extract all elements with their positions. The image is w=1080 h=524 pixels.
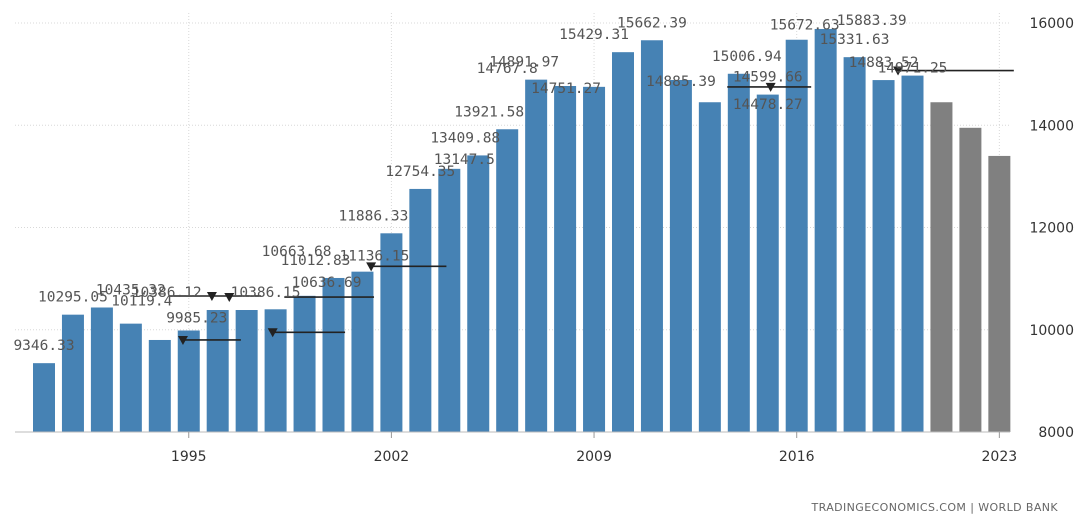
bar-1994 (148, 339, 171, 432)
data-label: 15883.39 (837, 13, 907, 29)
bar-2002 (380, 233, 403, 432)
y-tick-label: 8000 (1038, 425, 1074, 441)
bar-1996 (206, 310, 229, 432)
bar-2008 (554, 85, 577, 433)
forecast-bar-2022 (959, 127, 982, 433)
data-label: 10295.05 (38, 290, 108, 306)
data-label: 14599.66 (733, 70, 803, 86)
reference-arrow-2 (224, 293, 235, 303)
reference-arrow-0 (206, 292, 217, 302)
bar-1998 (264, 309, 287, 432)
reference-arrow-5 (765, 82, 776, 92)
data-label: 14885.39 (646, 74, 716, 90)
data-label: 10663.68 (262, 244, 332, 260)
bar-2010 (612, 52, 634, 433)
bar-series (33, 28, 1011, 433)
bar-1990 (33, 363, 55, 432)
data-label: 13409.88 (430, 130, 500, 146)
data-label: 14891.97 (489, 55, 559, 71)
y-tick-label: 12000 (1029, 221, 1074, 237)
x-axis: 1995 2002 2009 2016 2023 (15, 431, 1018, 465)
reference-arrow-3 (177, 335, 188, 345)
data-label: 14478.27 (733, 97, 803, 113)
bar-2009 (583, 86, 606, 433)
bar-1995 (177, 330, 200, 432)
data-label: 9346.33 (13, 338, 74, 354)
data-label: 14751.27 (531, 81, 601, 97)
data-label: 10119.4 (111, 294, 172, 310)
reference-arrow-1 (267, 328, 278, 338)
data-label: 13147.5 (434, 152, 495, 168)
bar-2017 (814, 28, 837, 432)
data-label: 12754.35 (385, 164, 455, 180)
data-label: 15672.63 (770, 18, 840, 34)
data-label: 10386.12 (132, 285, 202, 301)
data-label: 11012.83 (281, 253, 351, 269)
x-tick-label: 2009 (576, 449, 612, 465)
bar-2012 (669, 79, 692, 432)
y-tick-label: 14000 (1029, 118, 1074, 134)
forecast-bar-2021 (930, 102, 953, 433)
bar-2018 (843, 57, 866, 433)
data-label: 10435.32 (96, 282, 166, 298)
data-label: 14767.8 (477, 61, 538, 77)
source-credit: TRADINGECONOMICS.COM | WORLD BANK (811, 501, 1058, 514)
bar-2015 (756, 94, 779, 433)
bar-2014 (727, 73, 750, 432)
bar-2020 (901, 75, 924, 432)
data-label: 15331.63 (820, 32, 890, 48)
data-label: 10636.69 (292, 275, 362, 291)
bar-2019 (872, 80, 895, 432)
bar-2007 (525, 79, 548, 432)
data-label: 11886.33 (338, 208, 408, 224)
bar-2004 (438, 168, 461, 433)
bar-2005 (467, 155, 490, 432)
data-label: 9985.23 (166, 311, 227, 327)
reference-arrow-6 (893, 66, 904, 76)
reference-lines (168, 66, 1014, 345)
bar-2011 (640, 40, 663, 432)
data-label: 15662.39 (617, 15, 687, 31)
data-label: 15429.31 (559, 27, 629, 43)
y-tick-label: 16000 (1029, 16, 1074, 32)
forecast-bar-2023 (988, 155, 1011, 433)
bar-2013 (698, 102, 721, 433)
data-label: 15006.94 (712, 49, 782, 65)
data-label: 14883.52 (849, 55, 919, 71)
bar-2000 (322, 277, 345, 432)
data-label: 10386.15 (231, 285, 301, 301)
y-axis: 8000 10000 12000 14000 16000 (1029, 16, 1074, 441)
bar-2016 (785, 39, 808, 433)
x-tick-label: 2016 (779, 449, 815, 465)
x-tick-label: 2002 (374, 449, 410, 465)
y-tick-label: 10000 (1029, 323, 1074, 339)
data-label: 11136.15 (340, 249, 410, 265)
data-label: 13921.58 (454, 104, 524, 120)
bar-1991 (61, 314, 84, 432)
x-tick-label: 2023 (982, 449, 1018, 465)
bar-1997 (235, 310, 258, 432)
bar-1992 (90, 307, 113, 432)
bar-2001 (351, 271, 374, 432)
data-label: 14971.25 (878, 61, 948, 77)
bar-1999 (293, 295, 316, 432)
bar-2003 (409, 188, 432, 432)
reference-arrow-4 (366, 262, 377, 272)
bar-1993 (119, 323, 142, 432)
bar-2006 (496, 129, 519, 432)
x-tick-label: 1995 (171, 449, 207, 465)
data-labels: 9346.3310295.0510435.3210119.49985.23103… (13, 13, 947, 354)
